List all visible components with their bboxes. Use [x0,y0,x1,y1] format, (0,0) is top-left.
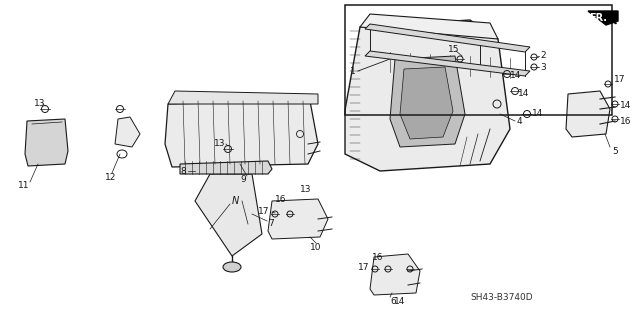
Text: 14: 14 [532,109,543,118]
Text: 8: 8 [180,167,186,175]
Polygon shape [180,161,272,174]
Text: 9: 9 [240,174,246,183]
Text: 1: 1 [350,66,356,76]
Text: SH43-B3740D: SH43-B3740D [470,293,532,301]
Text: 17: 17 [614,75,625,84]
Polygon shape [400,67,453,139]
Text: 14: 14 [394,296,405,306]
Polygon shape [588,11,618,25]
Text: 13: 13 [214,138,225,147]
Text: 2: 2 [540,51,546,61]
Bar [345,5,612,115]
Text: 14: 14 [518,90,529,99]
Text: 14: 14 [620,100,632,109]
Text: N: N [232,196,239,206]
Text: 7: 7 [268,219,274,228]
Text: 16: 16 [372,253,383,262]
Text: 13: 13 [300,184,312,194]
Polygon shape [365,24,530,52]
Polygon shape [566,91,610,137]
Text: 10: 10 [310,242,321,251]
Text: 4: 4 [517,116,523,125]
Text: 14: 14 [510,71,522,80]
Text: 16: 16 [275,195,287,204]
Text: FR.: FR. [589,13,607,23]
Polygon shape [345,20,510,171]
Text: 17: 17 [358,263,369,271]
Polygon shape [195,174,262,256]
Text: 17: 17 [258,206,269,216]
Text: 11: 11 [18,182,29,190]
Polygon shape [115,117,140,147]
Text: 3: 3 [540,63,546,71]
Polygon shape [390,56,465,147]
Polygon shape [365,51,530,76]
Text: 15: 15 [448,44,460,54]
Text: 13: 13 [34,100,45,108]
Text: 16: 16 [620,116,632,125]
Ellipse shape [223,262,241,272]
Text: 5: 5 [612,146,618,155]
Polygon shape [25,119,68,166]
Polygon shape [165,101,318,167]
Polygon shape [168,91,318,104]
Polygon shape [268,199,328,239]
Text: 6: 6 [390,296,396,306]
Polygon shape [360,14,498,39]
Polygon shape [370,254,420,295]
Text: 12: 12 [105,173,116,182]
